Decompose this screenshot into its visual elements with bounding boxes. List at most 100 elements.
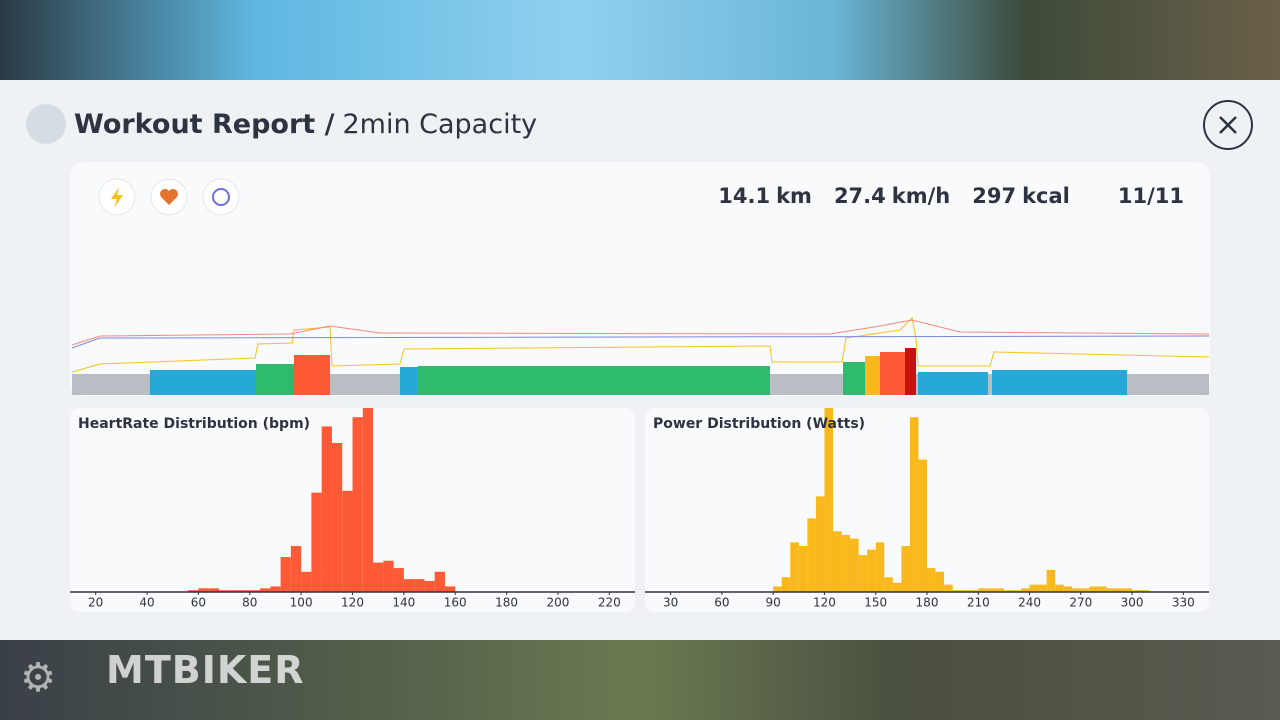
x-tick-label: 180 (495, 596, 518, 610)
stat-value: 14.1 (718, 184, 771, 208)
histogram-bar (815, 496, 825, 592)
stat-distance: 14.1 km (718, 184, 812, 208)
bolt-icon (111, 187, 123, 208)
stat-unit: km (776, 184, 812, 208)
zone-block (400, 367, 418, 395)
histogram-bar (1012, 590, 1021, 592)
report-icon (26, 104, 66, 144)
histogram-bar (208, 588, 219, 592)
histogram-bar (850, 538, 859, 592)
histogram-bar (393, 568, 404, 592)
histogram-bar (790, 542, 799, 592)
close-button[interactable] (1203, 100, 1253, 150)
header: Workout Report / 2min Capacity (26, 104, 537, 144)
subtitle: 2min Capacity (342, 108, 538, 140)
background-photo (0, 0, 1280, 80)
workout-timeline (71, 316, 1210, 395)
histogram-bar (773, 586, 782, 592)
histogram-bar (892, 582, 902, 592)
toggle-buttons (98, 178, 240, 216)
histogram-bar (331, 442, 343, 592)
stat-rating: 11/11 (1118, 184, 1184, 208)
histogram-bar (824, 408, 833, 592)
histogram-bar (218, 590, 230, 592)
zone-block (992, 370, 1127, 395)
zone-block (294, 355, 330, 395)
stat-value: 27.4 (833, 184, 886, 208)
histogram-bar (884, 577, 893, 592)
histogram-bar (383, 560, 394, 592)
histogram-bar (1140, 590, 1150, 592)
watermark: MTBIKER (106, 648, 305, 692)
histogram-bar (270, 586, 281, 592)
histogram-bar (875, 542, 885, 592)
histogram-bar (918, 459, 927, 592)
histogram-bar (311, 492, 322, 592)
histogram-bar (434, 571, 445, 592)
histogram-bar (833, 531, 842, 592)
zone-block (905, 348, 916, 395)
cadence-toggle[interactable] (202, 178, 240, 216)
timeline-card (70, 162, 1210, 396)
histogram-bar (944, 584, 953, 592)
background-photo (0, 640, 1280, 720)
histogram-bar (978, 588, 987, 592)
x-tick-label: 330 (1172, 596, 1195, 610)
histogram-bar (935, 571, 945, 592)
histogram-bar (414, 579, 425, 592)
x-tick-label: 120 (341, 596, 364, 610)
x-tick-label: 150 (864, 596, 887, 610)
histogram-bar (798, 546, 808, 592)
histogram-bar (807, 518, 816, 592)
x-tick-label: 220 (598, 596, 621, 610)
power-line (71, 316, 1210, 373)
histogram-bar (198, 588, 209, 592)
histogram-bar (362, 408, 374, 592)
histogram-bar (858, 555, 868, 592)
x-tick-label: 210 (967, 596, 990, 610)
x-tick-label: 20 (88, 596, 103, 610)
histogram-bar (1132, 590, 1141, 592)
x-tick-label: 240 (1018, 596, 1041, 610)
histogram-bar (188, 590, 199, 592)
histogram-bar (867, 549, 876, 592)
histogram-bar (781, 577, 791, 592)
heart-icon (160, 188, 178, 205)
zone-block (865, 356, 880, 395)
histogram-bar (1046, 569, 1056, 592)
histogram-bar (403, 579, 415, 592)
histogram-bar (927, 568, 936, 592)
stat-value: 11/11 (1117, 184, 1184, 208)
stat-unit: kcal (1022, 184, 1070, 208)
histogram-bar (1003, 590, 1013, 592)
x-tick-label: 30 (663, 596, 678, 610)
title: Workout Report / (74, 108, 335, 140)
histogram-bar (260, 588, 271, 592)
histogram-bar (280, 557, 291, 592)
watermark-logo: ⚙ (20, 655, 56, 701)
x-tick-label: 270 (1069, 596, 1092, 610)
histogram-bar (301, 571, 312, 592)
x-tick-label: 160 (444, 596, 467, 610)
histogram-bar (969, 590, 979, 592)
histogram-bar (342, 490, 353, 592)
zone-block (843, 362, 865, 395)
zone-block (880, 352, 905, 395)
histogram-bar (909, 417, 919, 592)
x-tick-label: 80 (242, 596, 257, 610)
histogram-bar (1123, 588, 1133, 592)
stats: 14.1 km 27.4 km/h 297 kcal 11/11 (718, 184, 1184, 208)
zone-block (918, 372, 988, 395)
stat-speed: 27.4 km/h (834, 184, 950, 208)
histogram-bar (1021, 588, 1030, 592)
histogram-bar (901, 546, 910, 592)
heartrate-line (71, 319, 1210, 346)
cadence-icon (212, 188, 230, 206)
histogram-bar (995, 588, 1004, 592)
x-tick-label: 200 (547, 596, 570, 610)
histogram-bar (1097, 586, 1107, 592)
histogram-bar (352, 417, 363, 592)
x-tick-label: 100 (290, 596, 313, 610)
